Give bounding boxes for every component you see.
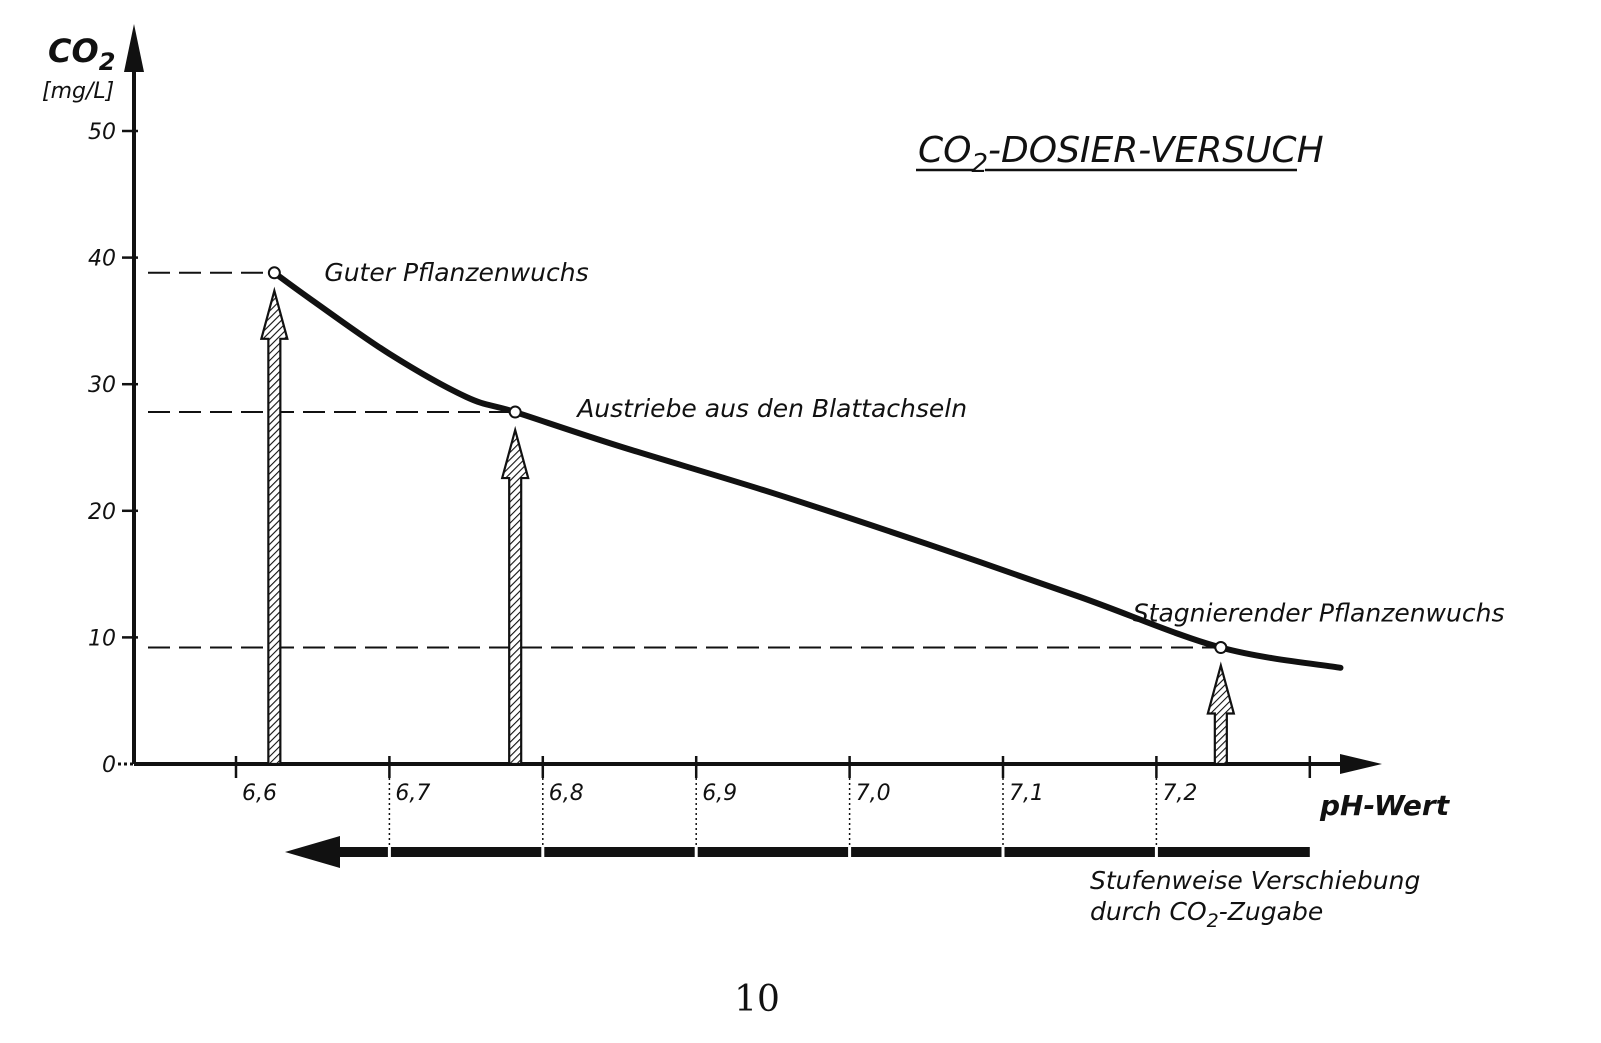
y-tick-label: 20 (88, 500, 116, 525)
point-annotation: Austriebe aus den Blattachseln (575, 394, 967, 423)
y-axis-unit: [mg/L] (42, 79, 114, 104)
x-tick-label: 6,7 (395, 781, 430, 806)
point-annotation: Stagnierender Pflanzenwuchs (1133, 599, 1505, 628)
svg-text:Stufenweise Verschiebung: Stufenweise Verschiebung (1090, 866, 1420, 895)
shift-arrow-gap (1154, 846, 1158, 858)
data-point (1214, 641, 1228, 655)
shift-arrow-gap (387, 846, 391, 858)
x-tick-label: 6,9 (702, 781, 737, 806)
y-tick-label: 10 (88, 626, 116, 651)
annotated-points: Guter Pflanzenwuchs Austriebe aus den Bla… (267, 258, 1505, 655)
guide-lines (148, 271, 1215, 649)
hatched-up-arrow (500, 425, 530, 766)
x-axis-arrowhead (1340, 754, 1382, 774)
shift-arrow-gap (1001, 846, 1005, 858)
x-tick-label: 6,8 (549, 781, 584, 806)
y-tick-label: 30 (88, 373, 116, 398)
point-annotation: Guter Pflanzenwuchs (324, 258, 588, 287)
x-tick-label: 7,2 (1162, 781, 1197, 806)
shift-arrow-gap (848, 846, 852, 858)
hatched-up-arrow (1206, 661, 1236, 766)
y-tick-label: 40 (88, 247, 116, 272)
svg-text:durch CO2-Zugabe: durch CO2-Zugabe (1090, 897, 1323, 932)
chart-title: CO2-DOSIER-VERSUCH (916, 130, 1324, 179)
shift-arrow-gap (541, 846, 545, 858)
svg-text:CO2: CO2 (48, 32, 115, 76)
y-axis-label: CO2 [mg/L] (42, 32, 115, 104)
data-point (267, 266, 281, 280)
page-number: 10 (734, 979, 780, 1020)
y-tick-label: 0 (102, 753, 116, 778)
hatched-up-arrow (259, 286, 289, 766)
y-ticks: 0 10 20 30 40 50 (88, 120, 138, 778)
x-axis-label: pH-Wert (1319, 789, 1451, 822)
shift-arrow (285, 836, 1310, 868)
shift-arrow-head (285, 836, 340, 868)
data-point (508, 405, 522, 419)
x-tick-label: 6,6 (242, 781, 277, 806)
shift-arrow-gap (694, 846, 698, 858)
x-tick-label: 7,1 (1009, 781, 1044, 806)
shift-note: Stufenweise Verschiebung durch CO2-Zugab… (1090, 866, 1420, 932)
hatched-up-arrows (259, 286, 1236, 766)
x-ticks: 6,6 6,7 6,8 6,9 7,0 7,1 7,2 (234, 756, 1312, 850)
y-tick-label: 50 (88, 120, 116, 145)
x-tick-label: 7,0 (856, 781, 891, 806)
svg-text:CO2-DOSIER-VERSUCH: CO2-DOSIER-VERSUCH (918, 130, 1324, 179)
y-axis-arrowhead (124, 24, 144, 72)
shift-arrow-shaft (338, 847, 1310, 857)
co2-ph-curve (271, 269, 1344, 671)
